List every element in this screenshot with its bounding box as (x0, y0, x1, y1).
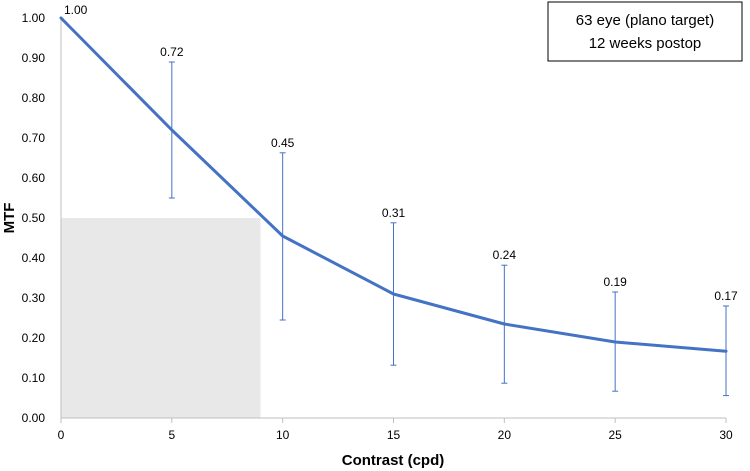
data-labels: 1.00 0.72 0.45 0.31 0.24 0.19 0.17 (64, 3, 738, 303)
x-tick-label: 25 (608, 428, 622, 442)
x-tick-label: 10 (276, 428, 290, 442)
y-tick-label: 0.30 (22, 291, 46, 305)
axes (60, 18, 727, 423)
data-label: 0.72 (160, 45, 184, 59)
tick-labels: 0.00 0.10 0.20 0.30 0.40 0.50 0.60 0.70 0.80 0.90… (22, 11, 733, 442)
x-tick-label: 5 (168, 428, 175, 442)
x-tick-label: 20 (498, 428, 512, 442)
shaded-region (61, 218, 261, 418)
y-tick-label: 0.70 (22, 131, 46, 145)
shaded-region-layer (61, 218, 261, 418)
annotation-border (547, 1, 743, 62)
x-tick-label: 30 (719, 428, 733, 442)
series-line-mtf (59, 16, 728, 353)
y-tick-label: 0.10 (22, 371, 46, 385)
x-axis-title: Contrast (cpd) (342, 452, 445, 469)
series-line (59, 16, 728, 353)
y-tick-label: 0.50 (22, 211, 46, 225)
y-tick-label: 0.40 (22, 251, 46, 265)
data-label: 0.19 (603, 275, 627, 289)
data-label: 0.24 (493, 248, 517, 262)
y-tick-label: 0.90 (22, 51, 46, 65)
data-label: 0.45 (271, 136, 295, 150)
annotation-box: 63 eye (plano target) 12 weeks postop (547, 1, 743, 62)
data-label: 0.31 (382, 206, 406, 220)
y-axis-title: MTF (1, 203, 18, 234)
data-label: 0.17 (714, 289, 738, 303)
y-tick-label: 0.20 (22, 331, 46, 345)
annotation-line-2: 12 weeks postop (589, 35, 702, 52)
annotation-line-1: 63 eye (plano target) (576, 12, 714, 29)
y-tick-label: 1.00 (22, 11, 46, 25)
y-tick-label: 0.00 (22, 411, 46, 425)
y-tick-label: 0.80 (22, 91, 46, 105)
x-tick-label: 0 (58, 428, 65, 442)
y-tick-label: 0.60 (22, 171, 46, 185)
data-label: 1.00 (64, 3, 88, 17)
x-tick-label: 15 (387, 428, 401, 442)
